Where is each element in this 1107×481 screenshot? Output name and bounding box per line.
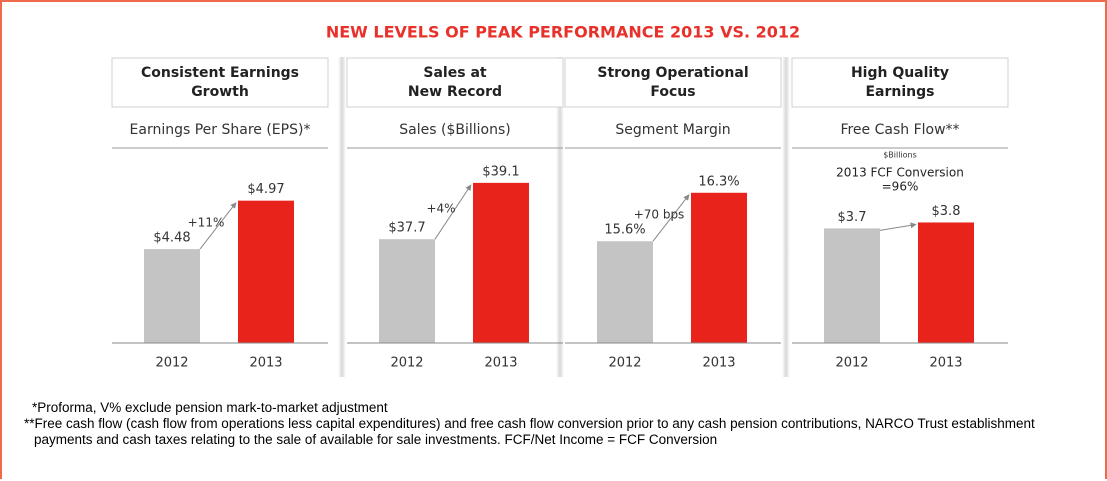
bar	[379, 239, 435, 343]
bar	[473, 182, 529, 343]
change-label: +70 bps	[634, 208, 685, 222]
header-box	[346, 57, 564, 108]
change-label: +4%	[426, 202, 455, 216]
bar	[824, 228, 880, 343]
header-box	[791, 57, 1009, 108]
separator	[556, 57, 564, 377]
value-label: $4.48	[153, 231, 190, 246]
panel-header: Sales at	[423, 65, 486, 81]
panel-header: Earnings	[865, 84, 934, 100]
change-arrow	[199, 202, 237, 250]
header-box	[111, 57, 329, 108]
bar	[144, 249, 200, 343]
x-tick-label: 2012	[835, 356, 868, 371]
bar	[918, 222, 974, 343]
x-tick-label: 2013	[484, 356, 517, 371]
bar	[597, 241, 653, 343]
panel-header: Focus	[650, 84, 695, 100]
panel-title: Earnings Per Share (EPS)*	[130, 122, 311, 138]
value-label: 15.6%	[604, 223, 645, 238]
x-tick-label: 2012	[155, 356, 188, 371]
panel-header: New Record	[408, 84, 502, 100]
footnote: *Proforma, V% exclude pension mark-to-ma…	[32, 400, 388, 415]
panel-header: High Quality	[851, 65, 949, 81]
value-label: $3.8	[932, 204, 961, 219]
x-tick-label: 2012	[390, 356, 423, 371]
panel-title: Free Cash Flow**	[840, 122, 959, 138]
value-label: 16.3%	[698, 174, 739, 189]
header-box	[564, 57, 782, 108]
x-tick-label: 2013	[702, 356, 735, 371]
unit-label: $Billions	[883, 151, 917, 160]
footnote: **Free cash flow (cash flow from operati…	[24, 416, 1035, 447]
separator	[782, 57, 790, 377]
note: =96%	[882, 180, 919, 194]
panel-header: Growth	[191, 84, 249, 100]
page-title: NEW LEVELS OF PEAK PERFORMANCE 2013 VS. …	[326, 23, 800, 42]
panel-title: Sales ($Billions)	[399, 122, 510, 138]
change-arrow	[652, 194, 690, 242]
infographic: NEW LEVELS OF PEAK PERFORMANCE 2013 VS. …	[111, 23, 1009, 377]
change-arrow	[879, 222, 917, 231]
panel-title: Segment Margin	[615, 122, 730, 138]
panel-header: Consistent Earnings	[141, 65, 299, 81]
value-label: $39.1	[482, 164, 519, 179]
x-tick-label: 2013	[249, 356, 282, 371]
change-label: +11%	[188, 215, 225, 229]
bar	[691, 192, 747, 343]
panel-header: Strong Operational	[597, 65, 748, 81]
note: 2013 FCF Conversion	[836, 166, 964, 180]
value-label: $3.7	[838, 210, 867, 225]
bar	[238, 200, 294, 343]
separator	[338, 57, 346, 377]
change-arrow	[434, 184, 472, 240]
x-tick-label: 2012	[608, 356, 641, 371]
x-tick-label: 2013	[929, 356, 962, 371]
value-label: $37.7	[388, 221, 425, 236]
value-label: $4.97	[247, 182, 284, 197]
